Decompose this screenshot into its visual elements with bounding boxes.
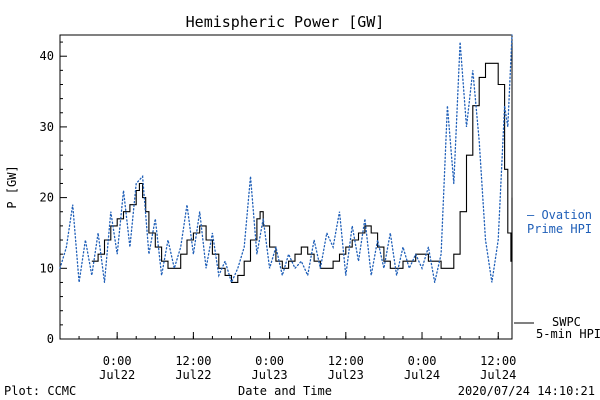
series-swpc — [91, 62, 513, 283]
x-axis-label: Date and Time — [238, 384, 332, 398]
y-axis-label: P [GW] — [5, 165, 19, 208]
legend-swpc-line2: 5-min HPI — [536, 327, 600, 341]
x-tick-time: 0:00 — [408, 354, 437, 368]
x-tick-date: Jul23 — [328, 368, 364, 382]
x-tick-date: Jul22 — [175, 368, 211, 382]
x-tick-date: Jul24 — [480, 368, 516, 382]
plot-frame — [59, 34, 513, 340]
legend-ovation-line2: Prime HPI — [527, 222, 592, 236]
series-layer — [59, 34, 513, 285]
y-tick-label: 40 — [40, 49, 54, 63]
x-tick-date: Jul23 — [252, 368, 288, 382]
timestamp: 2020/07/24 14:10:21 — [458, 384, 595, 398]
y-tick-label: 0 — [47, 332, 54, 346]
x-tick-date: Jul24 — [404, 368, 440, 382]
y-tick-label: 30 — [40, 120, 54, 134]
y-tick-label: 20 — [40, 191, 54, 205]
x-tick-time: 12:00 — [175, 354, 211, 368]
x-tick-time: 0:00 — [255, 354, 284, 368]
series-line-swpc — [91, 62, 513, 283]
x-tick-time: 0:00 — [103, 354, 132, 368]
plot-credit: Plot: CCMC — [4, 384, 76, 398]
y-axis: 0 10 20 30 40 — [40, 41, 67, 346]
series-ovation — [59, 34, 513, 285]
x-axis: 0:00Jul2212:00Jul220:00Jul2312:00Jul230:… — [59, 332, 516, 382]
chart-title: Hemispheric Power [GW] — [186, 13, 385, 31]
x-tick-time: 12:00 — [480, 354, 516, 368]
y-tick-label: 10 — [40, 261, 54, 275]
x-tick-date: Jul22 — [99, 368, 135, 382]
legend-swpc-line1: SWPC — [552, 315, 581, 329]
series-line-ovation — [59, 34, 513, 285]
legend-ovation-line1: — Ovation — [527, 208, 592, 222]
x-tick-time: 12:00 — [328, 354, 364, 368]
